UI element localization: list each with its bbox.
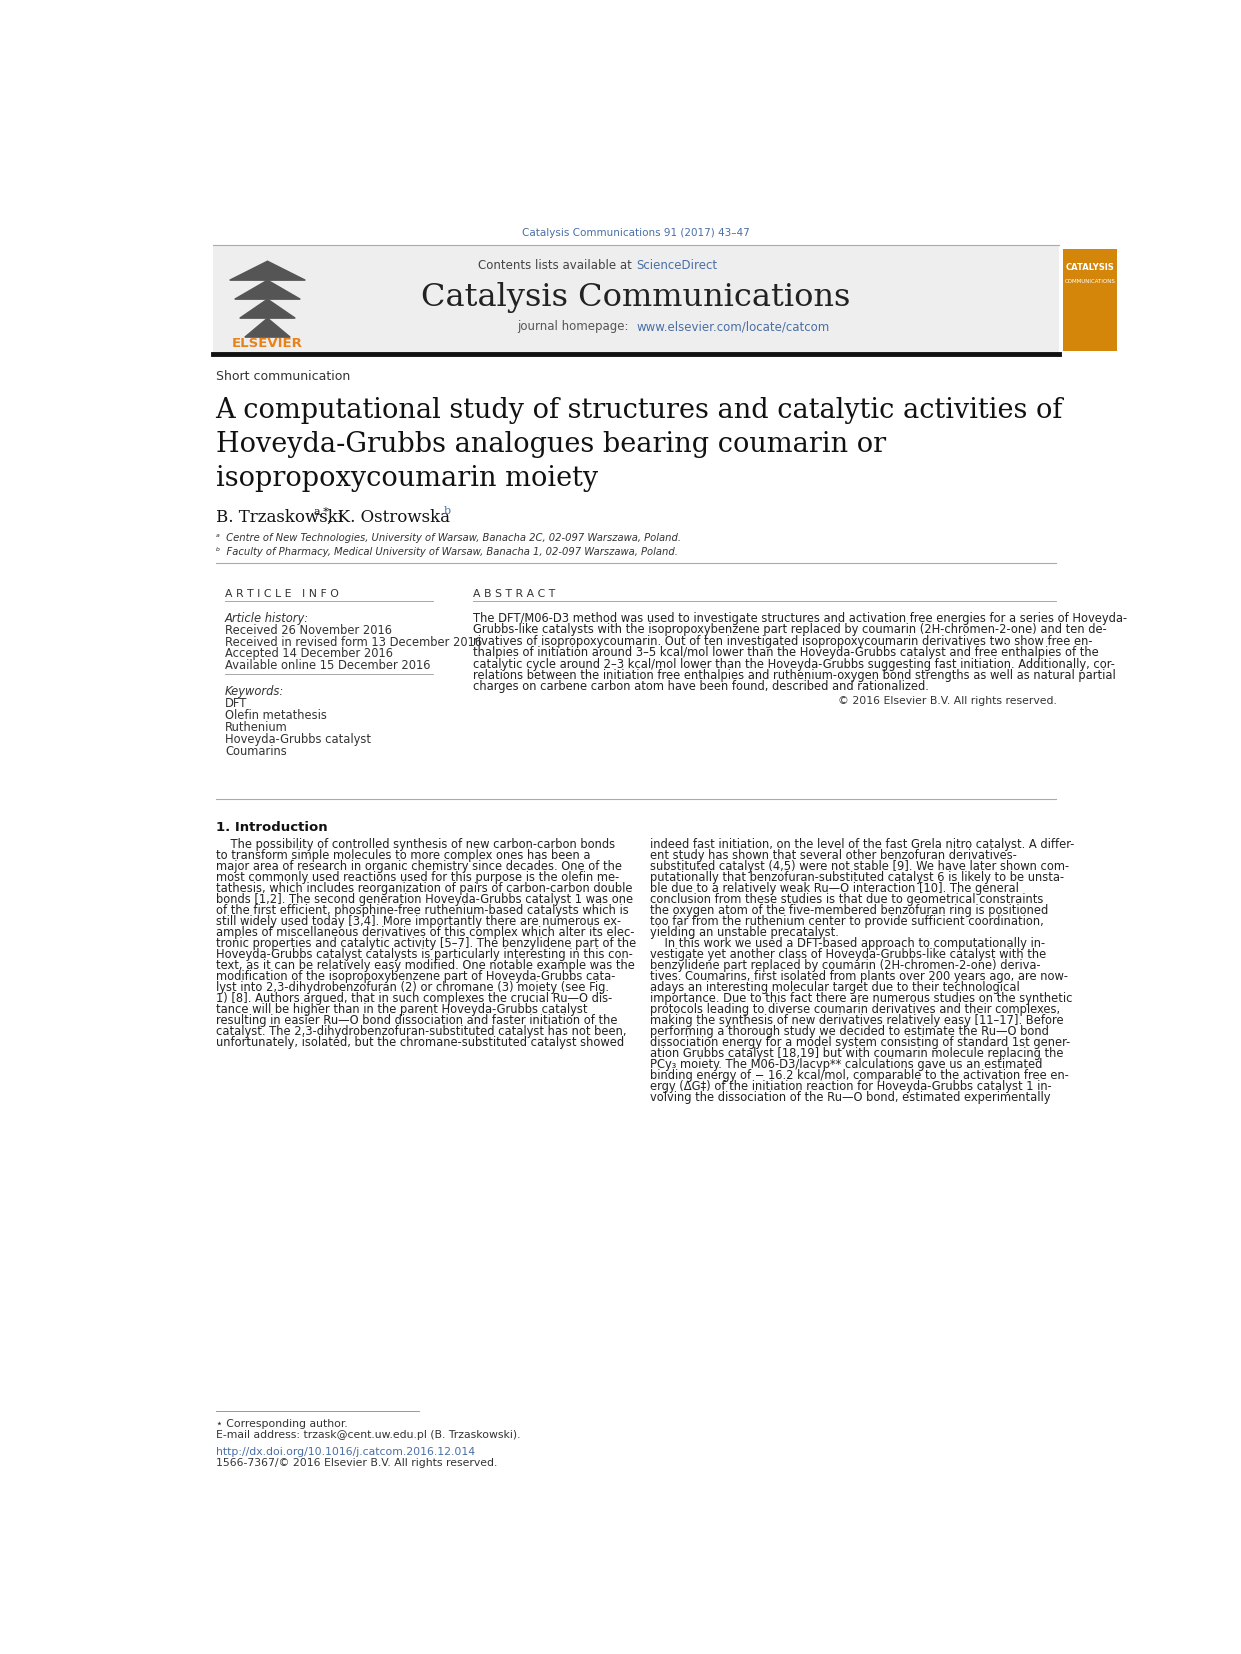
Polygon shape (240, 299, 295, 318)
Text: ELSEVIER: ELSEVIER (232, 337, 303, 351)
Text: Catalysis Communications 91 (2017) 43–47: Catalysis Communications 91 (2017) 43–47 (522, 228, 750, 238)
Polygon shape (235, 280, 300, 299)
Text: adays an interesting molecular target due to their technological: adays an interesting molecular target du… (649, 981, 1019, 994)
Text: still widely used today [3,4]. More importantly there are numerous ex-: still widely used today [3,4]. More impo… (216, 915, 620, 928)
Text: importance. Due to this fact there are numerous studies on the synthetic: importance. Due to this fact there are n… (649, 992, 1072, 1004)
Text: tance will be higher than in the parent Hoveyda-Grubbs catalyst: tance will be higher than in the parent … (216, 1002, 587, 1016)
Text: major area of research in organic chemistry since decades. One of the: major area of research in organic chemis… (216, 860, 622, 873)
Text: tives. Coumarins, first isolated from plants over 200 years ago, are now-: tives. Coumarins, first isolated from pl… (649, 969, 1067, 982)
Text: A B S T R A C T: A B S T R A C T (473, 589, 555, 599)
Text: Short communication: Short communication (216, 370, 350, 384)
Text: 1. Introduction: 1. Introduction (216, 820, 328, 834)
Text: Catalysis Communications: Catalysis Communications (422, 281, 850, 313)
Text: The DFT/M06-D3 method was used to investigate structures and activation free ene: The DFT/M06-D3 method was used to invest… (473, 612, 1127, 625)
Text: modification of the isopropoxybenzene part of Hoveyda-Grubbs cata-: modification of the isopropoxybenzene pa… (216, 969, 616, 982)
Bar (213, 245, 1059, 354)
Text: 1) [8]. Authors argued, that in such complexes the crucial Ru—O dis-: 1) [8]. Authors argued, that in such com… (216, 992, 612, 1004)
Text: Received 26 November 2016: Received 26 November 2016 (225, 624, 392, 637)
Text: ation Grubbs catalyst [18,19] but with coumarin molecule replacing the: ation Grubbs catalyst [18,19] but with c… (649, 1047, 1064, 1060)
Text: 1566-7367/© 2016 Elsevier B.V. All rights reserved.: 1566-7367/© 2016 Elsevier B.V. All right… (216, 1459, 496, 1469)
Text: resulting in easier Ru—O bond dissociation and faster initiation of the: resulting in easier Ru—O bond dissociati… (216, 1014, 617, 1027)
Text: catalytic cycle around 2–3 kcal/mol lower than the Hoveyda-Grubbs suggesting fas: catalytic cycle around 2–3 kcal/mol lowe… (473, 658, 1114, 670)
Text: tathesis, which includes reorganization of pairs of carbon-carbon double: tathesis, which includes reorganization … (216, 882, 632, 895)
Text: the oxygen atom of the five-membered benzofuran ring is positioned: the oxygen atom of the five-membered ben… (649, 903, 1047, 916)
Text: benzylidene part replaced by coumarin (2H-chromen-2-one) deriva-: benzylidene part replaced by coumarin (2… (649, 959, 1040, 971)
Text: volving the dissociation of the Ru—O bond, estimated experimentally: volving the dissociation of the Ru—O bon… (649, 1092, 1050, 1103)
Text: bonds [1,2]. The second generation Hoveyda-Grubbs catalyst 1 was one: bonds [1,2]. The second generation Hovey… (216, 893, 633, 906)
Text: indeed fast initiation, on the level of the fast Grela nitro catalyst. A differ-: indeed fast initiation, on the level of … (649, 837, 1073, 850)
Polygon shape (244, 318, 290, 337)
Text: COMMUNICATIONS: COMMUNICATIONS (1065, 280, 1116, 284)
Text: Received in revised form 13 December 2016: Received in revised form 13 December 201… (225, 635, 482, 648)
Text: catalyst. The 2,3-dihydrobenzofuran-substituted catalyst has not been,: catalyst. The 2,3-dihydrobenzofuran-subs… (216, 1025, 625, 1037)
Text: performing a thorough study we decided to estimate the Ru—O bond: performing a thorough study we decided t… (649, 1025, 1049, 1037)
Text: to transform simple molecules to more complex ones has been a: to transform simple molecules to more co… (216, 849, 589, 862)
Text: © 2016 Elsevier B.V. All rights reserved.: © 2016 Elsevier B.V. All rights reserved… (838, 696, 1056, 706)
Text: Article history:: Article history: (225, 612, 309, 625)
Text: thalpies of initiation around 3–5 kcal/mol lower than the Hoveyda-Grubbs catalys: thalpies of initiation around 3–5 kcal/m… (473, 647, 1098, 660)
Text: tronic properties and catalytic activity [5–7]. The benzylidene part of the: tronic properties and catalytic activity… (216, 936, 635, 949)
Text: protocols leading to diverse coumarin derivatives and their complexes,: protocols leading to diverse coumarin de… (649, 1002, 1060, 1016)
Text: amples of miscellaneous derivatives of this complex which alter its elec-: amples of miscellaneous derivatives of t… (216, 926, 634, 939)
Text: Accepted 14 December 2016: Accepted 14 December 2016 (225, 647, 393, 660)
Text: Olefin metathesis: Olefin metathesis (225, 710, 326, 723)
Text: putationally that benzofuran-substituted catalyst 6 is likely to be unsta-: putationally that benzofuran-substituted… (649, 870, 1064, 883)
Text: most commonly used reactions used for this purpose is the olefin me-: most commonly used reactions used for th… (216, 870, 619, 883)
Text: Available online 15 December 2016: Available online 15 December 2016 (225, 658, 431, 672)
Text: rivatives of isopropoxycoumarin. Out of ten investigated isopropoxycoumarin deri: rivatives of isopropoxycoumarin. Out of … (473, 635, 1092, 648)
Text: text, as it can be relatively easy modified. One notable example was the: text, as it can be relatively easy modif… (216, 959, 634, 971)
Text: Hoveyda-Grubbs catalyst: Hoveyda-Grubbs catalyst (225, 733, 371, 746)
Text: charges on carbene carbon atom have been found, described and rationalized.: charges on carbene carbon atom have been… (473, 680, 928, 693)
Text: Grubbs-like catalysts with the isopropoxybenzene part replaced by coumarin (2H-c: Grubbs-like catalysts with the isopropox… (473, 624, 1107, 637)
Text: PCy₃ moiety. The M06-D3/lacvp** calculations gave us an estimated: PCy₃ moiety. The M06-D3/lacvp** calculat… (649, 1059, 1042, 1070)
Polygon shape (230, 261, 305, 280)
Text: yielding an unstable precatalyst.: yielding an unstable precatalyst. (649, 926, 839, 939)
Text: b: b (443, 506, 450, 516)
Text: A R T I C L E   I N F O: A R T I C L E I N F O (225, 589, 339, 599)
Text: DFT: DFT (225, 698, 247, 711)
Text: , K. Ostrowska: , K. Ostrowska (328, 509, 450, 526)
Text: lyst into 2,3-dihydrobenzofuran (2) or chromane (3) moiety (see Fig.: lyst into 2,3-dihydrobenzofuran (2) or c… (216, 981, 608, 994)
Text: a,*: a,* (314, 506, 330, 516)
Text: Hoveyda-Grubbs analogues bearing coumarin or: Hoveyda-Grubbs analogues bearing coumari… (216, 432, 886, 458)
Text: dissociation energy for a model system consisting of standard 1st gener-: dissociation energy for a model system c… (649, 1035, 1070, 1049)
Text: The possibility of controlled synthesis of new carbon-carbon bonds: The possibility of controlled synthesis … (216, 837, 614, 850)
Text: vestigate yet another class of Hoveyda-Grubbs-like catalyst with the: vestigate yet another class of Hoveyda-G… (649, 948, 1046, 961)
Text: making the synthesis of new derivatives relatively easy [11–17]. Before: making the synthesis of new derivatives … (649, 1014, 1064, 1027)
Text: Hoveyda-Grubbs catalyst catalysts is particularly interesting in this con-: Hoveyda-Grubbs catalyst catalysts is par… (216, 948, 633, 961)
Text: Coumarins: Coumarins (225, 746, 287, 758)
Text: B. Trzaskowski: B. Trzaskowski (216, 509, 343, 526)
Text: ᵃ  Centre of New Technologies, University of Warsaw, Banacha 2C, 02-097 Warszawa: ᵃ Centre of New Technologies, University… (216, 534, 680, 544)
Text: binding energy of − 16.2 kcal/mol, comparable to the activation free en-: binding energy of − 16.2 kcal/mol, compa… (649, 1068, 1069, 1082)
Text: ergy (ΔG‡) of the initiation reaction for Hoveyda-Grubbs catalyst 1 in-: ergy (ΔG‡) of the initiation reaction fo… (649, 1080, 1051, 1093)
Text: ble due to a relatively weak Ru—O interaction [10]. The general: ble due to a relatively weak Ru—O intera… (649, 882, 1019, 895)
Text: In this work we used a DFT-based approach to computationally in-: In this work we used a DFT-based approac… (649, 936, 1045, 949)
Text: http://dx.doi.org/10.1016/j.catcom.2016.12.014: http://dx.doi.org/10.1016/j.catcom.2016.… (216, 1447, 475, 1457)
Text: Ruthenium: Ruthenium (225, 721, 288, 734)
Text: Keywords:: Keywords: (225, 685, 284, 698)
Text: unfortunately, isolated, but the chromane-substituted catalyst showed: unfortunately, isolated, but the chroman… (216, 1035, 624, 1049)
Text: ᵇ  Faculty of Pharmacy, Medical University of Warsaw, Banacha 1, 02-097 Warszawa: ᵇ Faculty of Pharmacy, Medical Universit… (216, 546, 678, 556)
Text: of the first efficient, phosphine-free ruthenium-based catalysts which is: of the first efficient, phosphine-free r… (216, 903, 628, 916)
Text: CATALYSIS: CATALYSIS (1066, 263, 1114, 273)
Text: conclusion from these studies is that due to geometrical constraints: conclusion from these studies is that du… (649, 893, 1042, 906)
Bar (1064, 248, 1117, 351)
Text: E-mail address: trzask@cent.uw.edu.pl (B. Trzaskowski).: E-mail address: trzask@cent.uw.edu.pl (B… (216, 1431, 520, 1441)
Text: Contents lists available at: Contents lists available at (478, 258, 637, 271)
Text: relations between the initiation free enthalpies and ruthenium-oxygen bond stren: relations between the initiation free en… (473, 668, 1116, 681)
Text: isopropoxycoumarin moiety: isopropoxycoumarin moiety (216, 465, 598, 491)
Text: ent study has shown that several other benzofuran derivatives-: ent study has shown that several other b… (649, 849, 1016, 862)
Text: too far from the ruthenium center to provide sufficient coordination,: too far from the ruthenium center to pro… (649, 915, 1044, 928)
Text: ⋆ Corresponding author.: ⋆ Corresponding author. (216, 1419, 347, 1429)
Text: substituted catalyst (4,5) were not stable [9]. We have later shown com-: substituted catalyst (4,5) were not stab… (649, 860, 1069, 873)
Text: ScienceDirect: ScienceDirect (637, 258, 717, 271)
Text: journal homepage:: journal homepage: (517, 321, 637, 332)
Text: A computational study of structures and catalytic activities of: A computational study of structures and … (216, 397, 1064, 423)
Text: www.elsevier.com/locate/catcom: www.elsevier.com/locate/catcom (637, 321, 829, 332)
